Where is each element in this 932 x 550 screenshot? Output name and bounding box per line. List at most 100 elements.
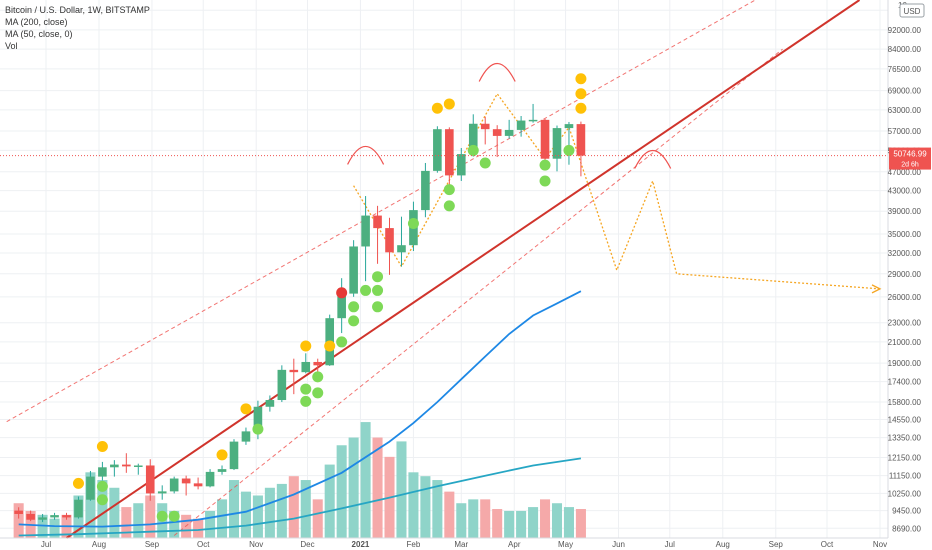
volume-bar <box>432 480 443 538</box>
buy-marker <box>443 184 455 196</box>
volume-bar <box>133 503 144 538</box>
sell-marker <box>443 98 455 110</box>
time-tick-label: Jul <box>665 540 675 549</box>
price-tick-label: 69000.00 <box>888 87 922 96</box>
candle-body <box>181 478 191 484</box>
price-tick-label: 63000.00 <box>888 106 922 115</box>
legend: Bitcoin / U.S. Dollar, 1W, BITSTAMP MA (… <box>5 4 150 52</box>
volume-bar <box>480 499 491 538</box>
candle-body <box>528 119 538 122</box>
buy-marker <box>372 284 384 296</box>
buy-marker <box>479 157 491 169</box>
candle-body <box>265 400 275 407</box>
volume-bar <box>468 499 479 538</box>
volume-bar <box>276 483 287 538</box>
time-tick-label: Sep <box>769 540 784 549</box>
candle-body <box>86 476 95 500</box>
candle-body <box>492 129 502 136</box>
time-tick-label: May <box>558 540 573 549</box>
ma200-line <box>18 457 582 537</box>
time-tick-label: Sep <box>145 540 160 549</box>
price-tick-label: 13350.00 <box>888 434 922 443</box>
time-tick-label: Jul <box>41 540 51 549</box>
candle-body <box>313 361 323 366</box>
moving-averages <box>18 290 582 537</box>
price-tick-label: 43000.00 <box>888 187 922 196</box>
last-price-label: 50746.99 <box>893 150 927 159</box>
legend-ma50[interactable]: MA (50, close, 0) <box>5 29 73 39</box>
volume-bar <box>420 476 431 538</box>
buy-marker <box>443 200 455 212</box>
sell-marker <box>575 73 587 85</box>
price-tick-label: 92000.00 <box>888 26 922 35</box>
candle-body <box>38 517 47 520</box>
volume-bar <box>312 499 323 538</box>
buy-marker <box>96 480 108 492</box>
time-tick-label: Nov <box>873 540 887 549</box>
sell-marker <box>431 102 443 114</box>
volume-bar <box>575 509 586 538</box>
buy-marker <box>372 301 384 313</box>
time-tick-label: Oct <box>197 540 210 549</box>
buy-marker <box>539 159 551 171</box>
sell-marker <box>324 340 336 352</box>
volume-bar <box>492 509 503 538</box>
volume-bar <box>49 518 60 538</box>
candle-body <box>169 478 179 492</box>
price-tick-label: 47000.00 <box>888 168 922 177</box>
sell-marker <box>216 449 228 461</box>
sell-marker <box>300 340 312 352</box>
legend-ma200[interactable]: MA (200, close) <box>5 17 68 27</box>
buy-marker <box>467 144 479 156</box>
time-tick-label: Dec <box>300 540 314 549</box>
volume-bar <box>348 437 359 538</box>
price-tick-label: 29000.00 <box>888 270 922 279</box>
candle-body <box>385 228 394 253</box>
price-tick-label: 8690.00 <box>892 524 921 533</box>
buy-marker <box>156 510 168 522</box>
sell-marker <box>575 88 587 100</box>
candle-body <box>433 129 442 171</box>
volume-bar <box>563 507 574 538</box>
price-tick-label: 14550.00 <box>888 415 922 424</box>
time-tick-label: Apr <box>508 540 521 549</box>
candle-body <box>74 499 83 518</box>
volume-bar <box>444 491 455 538</box>
volume-bar <box>300 480 311 538</box>
projection-arrow <box>871 284 882 294</box>
legend-vol[interactable]: Vol <box>5 41 18 51</box>
candle-body <box>349 246 358 294</box>
candle-body <box>480 123 490 130</box>
legend-title[interactable]: Bitcoin / U.S. Dollar, 1W, BITSTAMP <box>5 5 150 15</box>
candle-body <box>552 128 562 159</box>
buy-marker <box>563 144 575 156</box>
grid-lines <box>0 0 888 538</box>
volume-bar <box>121 507 132 538</box>
candle-body <box>540 119 550 159</box>
price-tick-label: 32000.00 <box>888 249 922 258</box>
candle-body <box>468 123 478 155</box>
buy-marker <box>348 315 360 327</box>
buy-marker <box>407 217 419 229</box>
currency-badge[interactable] <box>899 3 925 18</box>
channel-upper-line <box>6 0 756 423</box>
price-tick-label: 11150.00 <box>889 472 922 481</box>
volume-bar <box>13 503 24 538</box>
volume-bar <box>97 480 108 538</box>
buy-marker <box>336 336 348 348</box>
buy-marker <box>300 395 312 407</box>
time-tick-label: Nov <box>249 540 263 549</box>
time-tick-label: Feb <box>407 540 421 549</box>
projection-path <box>353 92 881 290</box>
candle-body <box>14 510 23 514</box>
buy-marker <box>300 383 312 395</box>
currency-badge-label[interactable]: USD <box>904 7 921 16</box>
candle-body <box>98 467 107 477</box>
candle-body <box>576 124 586 156</box>
candle-body <box>564 124 574 129</box>
volume-bar <box>85 472 96 538</box>
candle-body <box>397 245 406 253</box>
price-tick-label: 19000.00 <box>888 359 922 368</box>
time-tick-label: Jun <box>612 540 625 549</box>
